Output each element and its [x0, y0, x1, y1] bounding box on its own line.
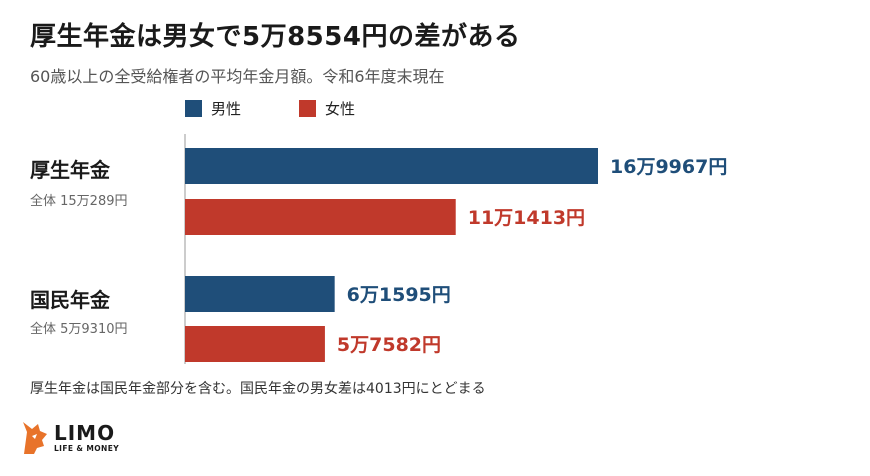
legend-swatch-female: [299, 100, 317, 117]
footnote: 厚生年金は国民年金部分を含む。国民年金の男女差は4013円にとどまる: [30, 381, 486, 397]
legend-item-male: 男性: [185, 98, 241, 119]
legend-item-female: 女性: [299, 98, 355, 119]
chart-title: 厚生年金は男女で5万8554円の差がある: [30, 22, 521, 52]
data-label-female-kokumin: 5万7582円: [337, 334, 441, 356]
data-label-female-kosei: 11万1413円: [468, 207, 585, 229]
bar-female-kosei: [185, 199, 456, 235]
legend: 男性 女性: [185, 98, 413, 119]
legend-label-female: 女性: [325, 100, 356, 118]
limo-logo: LIMO LIFE & MONEY: [20, 420, 119, 456]
bar-male-kosei: [185, 148, 598, 184]
group-label-kokumin: 国民年金: [30, 288, 110, 312]
group-sub-kokumin: 全体 5万9310円: [30, 322, 128, 337]
data-label-male-kosei: 16万9967円: [610, 156, 727, 178]
bar-male-kokumin: [185, 276, 335, 312]
fox-logo-icon: [23, 422, 47, 454]
chart-subtitle: 60歳以上の全受給権者の平均年金月額。令和6年度末現在: [30, 67, 445, 86]
legend-swatch-male: [185, 100, 202, 117]
group-label-kosei: 厚生年金: [30, 158, 110, 182]
data-label-male-kokumin: 6万1595円: [347, 284, 451, 306]
group-sub-kosei: 全体 15万289円: [30, 194, 128, 209]
logo-tagline: LIFE & MONEY: [54, 444, 120, 454]
legend-label-male: 男性: [211, 100, 242, 118]
bar-female-kokumin: [185, 326, 325, 362]
logo-name: LIMO: [54, 421, 116, 446]
